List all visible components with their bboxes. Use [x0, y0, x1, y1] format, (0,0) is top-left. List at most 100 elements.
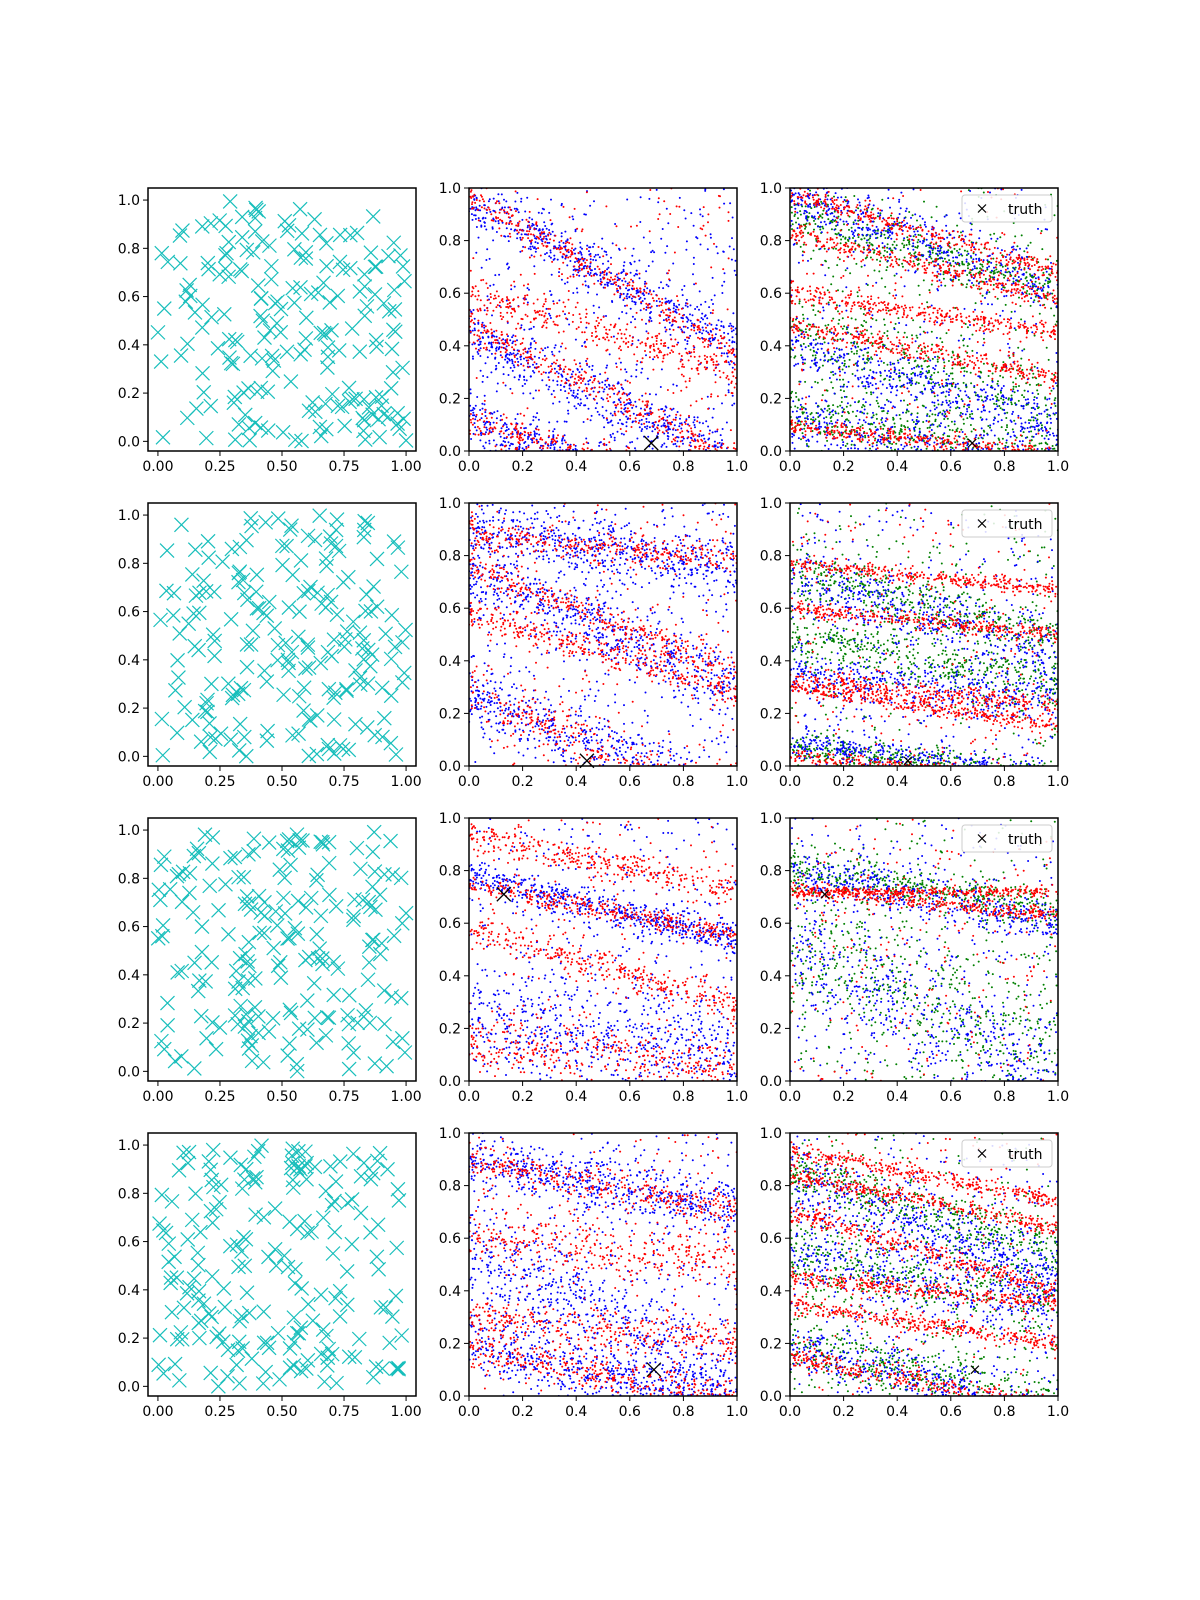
scatter-point	[484, 362, 487, 365]
scatter-point	[516, 413, 519, 416]
scatter-point	[944, 284, 947, 287]
scatter-point	[930, 283, 933, 286]
scatter-point	[922, 440, 925, 442]
scatter-point	[721, 402, 723, 405]
y-tick-label: 0.2	[439, 391, 461, 407]
scatter-point	[1002, 361, 1005, 364]
scatter-point	[568, 387, 571, 390]
scatter-point	[579, 398, 582, 401]
scatter-point	[795, 395, 798, 398]
scatter-point	[495, 417, 498, 420]
scatter-point	[683, 285, 686, 287]
scatter-point	[819, 225, 822, 228]
scatter-point	[646, 413, 649, 416]
scatter-point	[503, 206, 506, 209]
scatter-point	[515, 423, 518, 426]
scatter-point	[663, 442, 666, 445]
scatter-point	[809, 323, 811, 326]
scatter-point	[915, 365, 918, 368]
scatter-point	[672, 438, 675, 441]
scatter-point	[477, 290, 480, 293]
scatter-point	[645, 330, 648, 333]
scatter-point	[860, 265, 863, 268]
scatter-point	[533, 437, 535, 440]
scatter-point	[974, 253, 977, 256]
scatter-point	[578, 386, 581, 389]
scatter-point	[711, 334, 714, 337]
scatter-point	[835, 247, 837, 250]
scatter-point	[501, 221, 504, 224]
scatter-point	[790, 219, 793, 222]
scatter-point	[1017, 346, 1020, 349]
scatter-point	[997, 270, 1000, 273]
scatter-point	[687, 318, 690, 321]
scatter-point	[541, 242, 544, 245]
scatter-point	[1034, 280, 1037, 283]
scatter-point	[514, 361, 517, 363]
scatter-point	[665, 425, 668, 428]
scatter-point	[501, 206, 504, 209]
scatter-point	[986, 268, 989, 271]
scatter-point	[704, 322, 707, 325]
scatter-point	[951, 351, 954, 354]
scatter-point	[527, 283, 530, 286]
scatter-point	[533, 432, 536, 435]
scatter-point	[485, 282, 488, 285]
scatter-point	[574, 247, 577, 250]
scatter-point	[880, 231, 883, 234]
scatter-point	[495, 329, 498, 332]
scatter-point	[680, 389, 683, 392]
scatter-point	[472, 357, 474, 360]
scatter-point	[670, 440, 673, 443]
scatter-point	[477, 294, 480, 297]
scatter-point	[606, 379, 608, 382]
scatter-point	[471, 343, 474, 346]
scatter-point	[1005, 294, 1008, 297]
scatter-point	[672, 383, 675, 386]
scatter-point	[943, 361, 946, 364]
scatter-point	[535, 428, 538, 431]
scatter-point	[477, 433, 480, 436]
scatter-point	[915, 255, 918, 258]
scatter-point	[646, 377, 649, 380]
scatter-point	[583, 448, 585, 451]
x-tick-label: 0.50	[266, 459, 297, 475]
cross-marker	[178, 294, 194, 310]
scatter-point	[690, 436, 692, 439]
scatter-point	[553, 439, 556, 442]
scatter-point	[674, 429, 677, 432]
scatter-point	[556, 247, 559, 250]
scatter-point	[534, 311, 537, 314]
scatter-point	[1015, 248, 1018, 251]
scatter-point	[494, 427, 497, 430]
scatter-point	[1025, 255, 1028, 258]
scatter-point	[545, 321, 548, 324]
scatter-point	[523, 427, 526, 430]
scatter-point	[1000, 288, 1003, 291]
scatter-point	[831, 433, 834, 436]
scatter-point	[618, 357, 621, 360]
scatter-point	[567, 379, 570, 382]
scatter-point	[1015, 279, 1018, 282]
scatter-point	[687, 359, 690, 362]
scatter-point	[624, 304, 626, 307]
scatter-point	[897, 331, 900, 334]
cross-marker	[352, 344, 368, 360]
scatter-point	[611, 300, 613, 302]
scatter-point	[823, 431, 826, 434]
scatter-point	[569, 260, 572, 262]
scatter-point	[626, 297, 629, 300]
scatter-point	[635, 405, 638, 408]
scatter-point	[656, 426, 659, 429]
scatter-point	[528, 216, 531, 219]
scatter-point	[585, 437, 588, 440]
scatter-point	[836, 196, 839, 199]
scatter-point	[731, 216, 734, 219]
scatter-point	[798, 302, 801, 305]
scatter-point	[901, 367, 904, 370]
scatter-point	[500, 448, 503, 451]
scatter-point	[692, 345, 695, 347]
cross-marker	[331, 343, 347, 358]
scatter-point	[530, 327, 533, 330]
cross-marker	[298, 331, 314, 346]
